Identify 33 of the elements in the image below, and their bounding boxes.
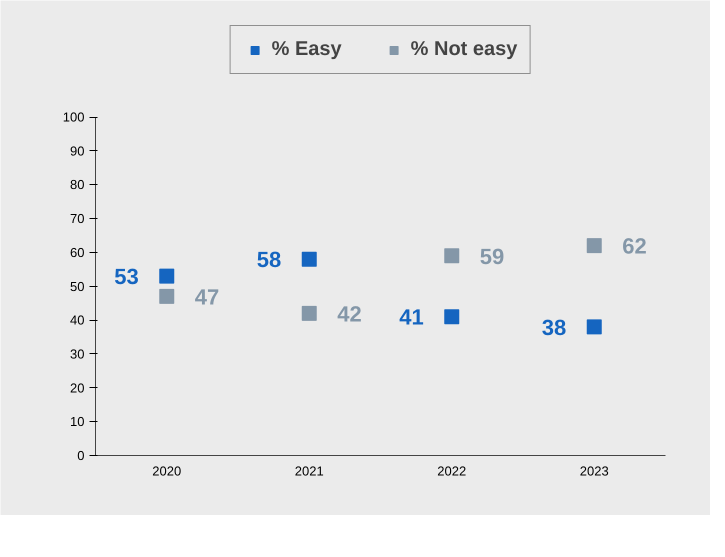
point: [302, 306, 317, 321]
y-tick-label: 40: [70, 312, 85, 328]
x-tick-label: 2020: [152, 464, 182, 478]
data-label: 42: [337, 301, 362, 326]
data-label: 47: [194, 284, 220, 310]
data-label: 59: [480, 244, 504, 269]
y-tick-label: 70: [70, 211, 85, 226]
y-tick-label: 60: [70, 244, 85, 260]
legend-label: % Easy: [272, 38, 342, 61]
data-label: 58: [256, 247, 282, 272]
data-label: 62: [622, 234, 647, 259]
data-label: 53: [114, 264, 139, 290]
x-tick-label: 2021: [294, 464, 324, 478]
legend-label: % Not easy: [410, 38, 518, 61]
y-tick-label: 10: [70, 414, 85, 430]
point: [302, 252, 317, 267]
y-tick-label: 90: [70, 143, 85, 158]
x-tick-label: 2023: [580, 464, 609, 478]
y-tick-label: 50: [70, 278, 85, 294]
y-tick-label: 30: [70, 346, 85, 362]
y-tick-label: 20: [70, 380, 85, 396]
y-tick-label: 100: [62, 110, 85, 125]
data-label: 41: [399, 304, 424, 330]
point: [444, 248, 460, 264]
point: [159, 288, 174, 304]
y-tick-label: 80: [70, 177, 85, 192]
point: [586, 319, 602, 334]
point: [444, 309, 460, 324]
data-label: 38: [542, 314, 566, 340]
x-tick-label: 2022: [437, 464, 466, 478]
y-tick-label: 0: [77, 448, 85, 463]
point: [159, 268, 174, 284]
point: [586, 238, 602, 254]
